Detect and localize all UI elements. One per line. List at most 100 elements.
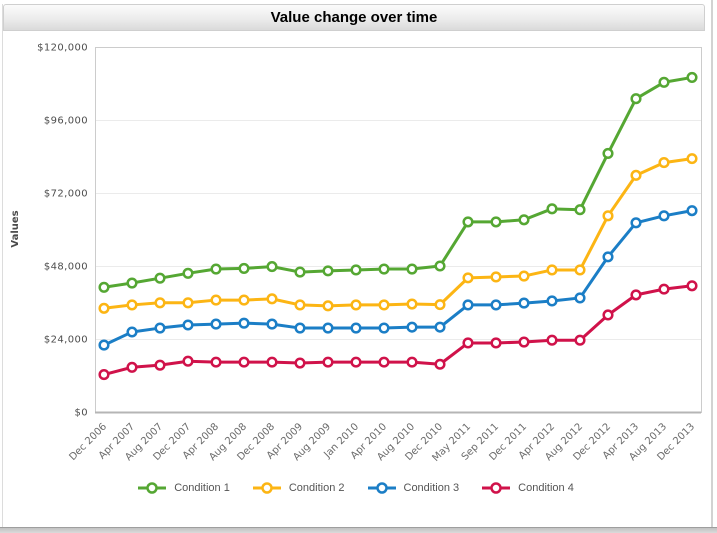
data-point-condition-4[interactable] [490, 337, 502, 349]
data-point-condition-2[interactable] [126, 299, 138, 311]
data-point-condition-1[interactable] [322, 265, 334, 277]
data-point-condition-2[interactable] [630, 169, 642, 181]
data-point-condition-2[interactable] [462, 272, 474, 284]
data-point-condition-3[interactable] [294, 322, 306, 334]
data-point-condition-3[interactable] [154, 322, 166, 334]
data-point-condition-3[interactable] [630, 217, 642, 229]
data-point-condition-1[interactable] [182, 267, 194, 279]
data-point-condition-1[interactable] [238, 262, 250, 274]
legend-item-condition-2[interactable]: Condition 2 [252, 481, 345, 495]
data-point-condition-2[interactable] [98, 302, 110, 314]
legend-item-condition-4[interactable]: Condition 4 [481, 481, 574, 495]
data-point-condition-1[interactable] [574, 204, 586, 216]
data-point-condition-1[interactable] [294, 266, 306, 278]
data-point-condition-1[interactable] [98, 281, 110, 293]
data-point-condition-3[interactable] [490, 299, 502, 311]
data-point-condition-2[interactable] [574, 264, 586, 276]
legend-item-condition-3[interactable]: Condition 3 [367, 481, 459, 495]
data-point-condition-2[interactable] [294, 299, 306, 311]
data-point-condition-2[interactable] [686, 153, 698, 165]
data-point-condition-1[interactable] [434, 260, 446, 272]
data-point-condition-4[interactable] [98, 369, 110, 381]
data-point-condition-2[interactable] [546, 264, 558, 276]
data-point-condition-4[interactable] [182, 355, 194, 367]
data-point-condition-2[interactable] [518, 270, 530, 282]
data-point-condition-2[interactable] [238, 294, 250, 306]
data-point-condition-3[interactable] [182, 319, 194, 331]
data-point-condition-1[interactable] [462, 216, 474, 228]
data-point-condition-4[interactable] [630, 289, 642, 301]
legend-label: Condition 4 [518, 482, 574, 494]
data-point-condition-3[interactable] [462, 299, 474, 311]
data-point-condition-1[interactable] [154, 272, 166, 284]
legend-marker-icon [138, 482, 167, 494]
data-point-condition-3[interactable] [406, 321, 418, 333]
data-point-condition-4[interactable] [602, 309, 614, 321]
data-point-condition-4[interactable] [462, 337, 474, 349]
data-point-condition-3[interactable] [434, 321, 446, 333]
data-point-condition-4[interactable] [378, 356, 390, 368]
data-point-condition-3[interactable] [98, 339, 110, 351]
data-point-condition-3[interactable] [210, 318, 222, 330]
data-point-condition-1[interactable] [266, 261, 278, 273]
data-point-condition-3[interactable] [602, 251, 614, 263]
data-point-condition-4[interactable] [686, 280, 698, 292]
data-point-condition-2[interactable] [658, 157, 670, 169]
data-point-condition-3[interactable] [350, 322, 362, 334]
data-point-condition-2[interactable] [182, 297, 194, 309]
data-point-condition-2[interactable] [434, 299, 446, 311]
data-point-condition-1[interactable] [378, 263, 390, 275]
data-point-condition-2[interactable] [322, 300, 334, 312]
data-point-condition-4[interactable] [266, 356, 278, 368]
data-point-condition-1[interactable] [406, 263, 418, 275]
data-point-condition-4[interactable] [210, 356, 222, 368]
data-point-condition-4[interactable] [574, 334, 586, 346]
data-point-condition-1[interactable] [546, 203, 558, 215]
data-point-condition-2[interactable] [490, 271, 502, 283]
data-point-condition-3[interactable] [126, 326, 138, 338]
chart-title-bar: Value change over time [3, 4, 705, 31]
data-point-condition-3[interactable] [238, 317, 250, 329]
data-point-condition-4[interactable] [546, 334, 558, 346]
data-point-condition-1[interactable] [630, 93, 642, 105]
y-tick-label: $96,000 [44, 116, 88, 127]
data-point-condition-1[interactable] [602, 147, 614, 160]
legend-item-condition-1[interactable]: Condition 1 [137, 481, 230, 495]
data-point-condition-1[interactable] [126, 277, 138, 289]
data-point-condition-4[interactable] [154, 359, 166, 371]
data-point-condition-4[interactable] [518, 336, 530, 348]
data-point-condition-4[interactable] [406, 356, 418, 368]
data-point-condition-2[interactable] [378, 299, 390, 311]
data-point-condition-3[interactable] [574, 292, 586, 304]
data-point-condition-2[interactable] [210, 294, 222, 306]
data-point-condition-4[interactable] [350, 356, 362, 368]
data-point-condition-1[interactable] [350, 264, 362, 276]
data-point-condition-4[interactable] [238, 356, 250, 368]
data-point-condition-2[interactable] [154, 297, 166, 309]
y-axis-title: Values [10, 210, 21, 247]
data-point-condition-3[interactable] [322, 322, 334, 334]
data-point-condition-4[interactable] [126, 361, 138, 373]
series-line-condition-4 [102, 284, 694, 377]
data-point-condition-1[interactable] [686, 71, 698, 83]
data-point-condition-1[interactable] [518, 214, 530, 226]
data-point-condition-3[interactable] [378, 322, 390, 334]
data-point-condition-3[interactable] [658, 210, 670, 222]
data-point-condition-3[interactable] [518, 297, 530, 309]
data-point-condition-2[interactable] [266, 293, 278, 305]
series-line-condition-3 [102, 209, 694, 347]
data-point-condition-4[interactable] [322, 356, 334, 368]
data-point-condition-3[interactable] [546, 295, 558, 307]
data-point-condition-2[interactable] [406, 298, 418, 310]
data-point-condition-1[interactable] [490, 216, 502, 228]
data-point-condition-4[interactable] [294, 357, 306, 369]
data-point-condition-2[interactable] [602, 210, 614, 222]
data-point-condition-3[interactable] [686, 205, 698, 217]
data-point-condition-4[interactable] [434, 358, 446, 370]
data-point-condition-1[interactable] [210, 263, 222, 275]
data-point-condition-1[interactable] [658, 76, 670, 88]
data-point-condition-2[interactable] [350, 299, 362, 311]
data-point-condition-4[interactable] [658, 283, 670, 295]
data-point-condition-3[interactable] [266, 318, 278, 330]
